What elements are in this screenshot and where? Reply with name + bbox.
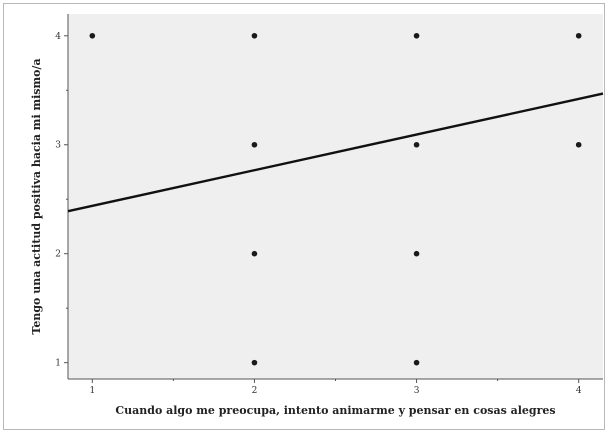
data-point bbox=[413, 250, 420, 257]
x-tick-label: 3 bbox=[414, 386, 420, 396]
data-point bbox=[89, 32, 96, 39]
y-tick-label: 4 bbox=[55, 32, 61, 42]
data-point bbox=[575, 32, 582, 39]
ticks: 1 2 3 4 1 2 3 4 bbox=[55, 32, 582, 396]
y-axis-title: Tengo una actitud positiva hacia mi mism… bbox=[30, 58, 43, 334]
data-point bbox=[413, 359, 420, 366]
x-axis-title: Cuando algo me preocupa, intento animarm… bbox=[115, 404, 555, 417]
data-point bbox=[575, 141, 582, 148]
y-tick-label: 1 bbox=[55, 359, 61, 369]
x-tick-label: 4 bbox=[576, 386, 582, 396]
data-point bbox=[413, 32, 420, 39]
y-tick-label: 2 bbox=[55, 250, 61, 260]
x-tick-label: 2 bbox=[252, 386, 258, 396]
data-point bbox=[251, 250, 258, 257]
y-tick-label: 3 bbox=[55, 141, 61, 151]
data-point bbox=[251, 141, 258, 148]
x-tick-label: 1 bbox=[89, 386, 95, 396]
data-point bbox=[251, 32, 258, 39]
data-points bbox=[89, 32, 582, 366]
fit-line bbox=[67, 92, 604, 213]
data-point bbox=[251, 359, 258, 366]
plot-area bbox=[68, 14, 603, 379]
data-point bbox=[413, 141, 420, 148]
